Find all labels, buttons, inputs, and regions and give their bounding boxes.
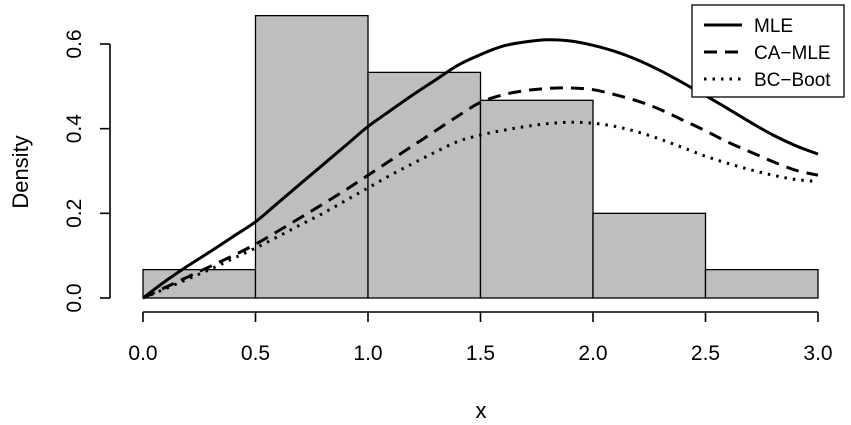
legend: MLE CA−MLE BC−Boot (691, 4, 845, 98)
histogram-bars (142, 14, 819, 299)
histogram-bar-3 (479, 99, 594, 299)
x-axis: 0.0 0.5 1.0 1.5 2.0 2.5 3.0 (128, 311, 833, 365)
histogram-bar-4 (592, 212, 707, 299)
x-axis-title: x (476, 398, 487, 423)
y-axis-title: Density (8, 135, 33, 208)
x-tick-label-5: 2.5 (691, 342, 720, 365)
x-tick-label-2: 1.0 (353, 342, 382, 365)
x-tick-label-4: 2.0 (578, 342, 607, 365)
legend-label-2: BC−Boot (754, 70, 831, 91)
y-axis: 0.0 0.2 0.4 0.6 (63, 29, 111, 313)
y-tick-label-0: 0.0 (63, 283, 86, 312)
series-line-dotted (142, 120, 819, 300)
x-tick-label-6: 3.0 (803, 342, 832, 365)
histogram-bar-2 (367, 71, 482, 299)
x-tick-label-1: 0.5 (241, 342, 270, 365)
histogram-bar-1 (254, 14, 369, 299)
legend-label-0: MLE (754, 16, 793, 37)
y-tick-label-1: 0.2 (63, 199, 86, 228)
legend-box (691, 4, 845, 98)
x-tick-label-0: 0.0 (128, 342, 157, 365)
series-line-dashed (142, 86, 819, 300)
x-tick-label-3: 1.5 (466, 342, 495, 365)
y-tick-label-3: 0.6 (63, 29, 86, 58)
legend-label-1: CA−MLE (754, 43, 831, 64)
histogram-bar-5 (704, 268, 819, 299)
y-tick-label-2: 0.4 (63, 114, 86, 144)
